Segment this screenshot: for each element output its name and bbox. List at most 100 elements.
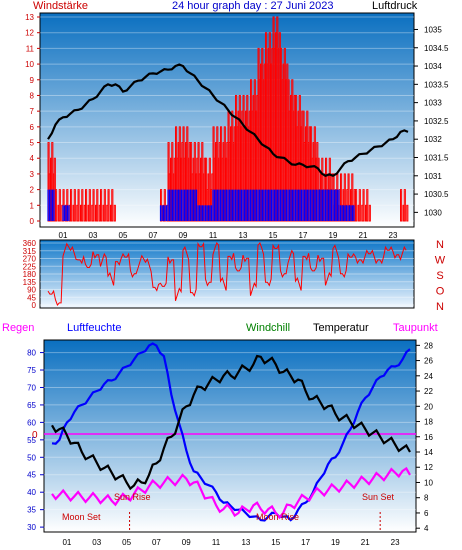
tick-label: 1032 [424, 135, 442, 144]
tick-label: 135 [23, 278, 37, 287]
compass-letter: W [435, 255, 446, 267]
legend-taupunkt: Taupunkt [393, 322, 438, 334]
tick-label: 0 [30, 217, 35, 226]
tick-label: 8 [30, 91, 35, 100]
dewpoint-line [51, 466, 411, 520]
wind-bar [88, 189, 91, 222]
x-tick-label: 23 [391, 538, 400, 547]
rain-zero-label: 0 [32, 430, 38, 441]
x-tick-label: 19 [331, 538, 340, 547]
x-tick-label: 17 [299, 231, 308, 240]
tick-label: 0 [32, 301, 37, 310]
x-tick-label: 05 [119, 231, 128, 240]
wind-bar [406, 204, 409, 222]
moon-set-label: Moon Set [62, 512, 101, 522]
tick-label: 45 [27, 471, 36, 480]
x-tick-label: 15 [271, 538, 280, 547]
tick-label: 20 [424, 402, 433, 411]
panel3-left-ticks: 30 35 40 45 50 55 60 65 70 75 80 [27, 349, 44, 532]
wind-bar [355, 189, 358, 222]
tick-label: 60 [27, 418, 36, 427]
header-right-title: Luftdruck [372, 0, 418, 12]
panel1-right-ticks: 1030 1030.5 1031 1031.5 1032 1032.5 1033 1033.5… [414, 25, 449, 217]
x-tick-label: 23 [389, 231, 398, 240]
tick-label: 5 [30, 139, 35, 148]
wind-bar [103, 189, 106, 222]
wind-bar [107, 189, 110, 222]
sun-set-label: Sun Set [362, 492, 395, 502]
tick-label: 1035 [424, 25, 442, 34]
x-tick-label: 03 [89, 231, 98, 240]
panel3-x-ticks: 01 03 05 07 09 11 13 15 17 19 21 23 [62, 538, 400, 547]
tick-label: 315 [23, 247, 37, 256]
tick-label: 6 [30, 123, 35, 132]
tick-label: 65 [27, 401, 36, 410]
tick-label: 7 [30, 107, 35, 116]
panel3-grid [44, 352, 416, 528]
tick-label: 3 [30, 170, 35, 179]
tick-label: 75 [27, 366, 36, 375]
tick-label: 14 [424, 448, 433, 457]
compass-letter: S [436, 270, 443, 282]
tick-label: 6 [424, 509, 429, 518]
tick-label: 16 [424, 433, 433, 442]
tick-label: 12 [25, 29, 34, 38]
tick-label: 28 [424, 341, 433, 350]
compass-letter: O [436, 286, 445, 298]
wind-bar [400, 189, 403, 222]
tick-label: 1030 [424, 208, 442, 217]
x-tick-label: 01 [59, 231, 68, 240]
tick-label: 225 [23, 262, 37, 271]
wind-bar [77, 189, 80, 222]
tick-label: 50 [27, 453, 36, 462]
tick-label: 30 [27, 523, 36, 532]
tick-label: 1 [30, 201, 35, 210]
tick-label: 10 [424, 478, 433, 487]
tick-label: 80 [27, 349, 36, 358]
tick-label: 180 [23, 270, 37, 279]
tick-label: 360 [23, 239, 37, 248]
wind-bar [70, 189, 73, 222]
x-tick-label: 09 [182, 538, 191, 547]
compass-letter: N [436, 301, 444, 313]
wind-bar [92, 189, 95, 222]
x-tick-label: 15 [269, 231, 278, 240]
wind-bar [366, 189, 369, 222]
wind-bar [58, 189, 61, 222]
panel1-x-ticks: 01 03 05 07 09 11 13 15 17 19 21 23 [59, 231, 398, 240]
tick-label: 1034 [424, 62, 442, 71]
x-tick-label: 19 [329, 231, 338, 240]
tick-label: 8 [424, 494, 429, 503]
wind-bar [85, 189, 88, 222]
wind-bar [73, 189, 76, 222]
tick-label: 1033 [424, 99, 442, 108]
tick-label: 11 [26, 44, 35, 53]
tick-label: 24 [424, 372, 433, 381]
legend-luftfeuchte: Luftfeuchte [67, 322, 121, 334]
x-tick-label: 03 [92, 538, 101, 547]
panel1-gust-bars [47, 189, 355, 221]
sun-rise-label: Sun Rise [114, 492, 151, 502]
tick-label: 40 [27, 488, 36, 497]
tick-label: 13 [25, 13, 34, 22]
pressure-line [47, 63, 409, 178]
moon-rise-label: Moon Rise [256, 512, 299, 522]
tick-label: 1033.5 [424, 80, 449, 89]
wind-bar [358, 189, 361, 222]
x-tick-label: 07 [149, 231, 158, 240]
wind-bar [403, 189, 406, 222]
tick-label: 55 [27, 436, 36, 445]
tick-label: 1032.5 [424, 117, 449, 126]
tick-label: 22 [424, 387, 433, 396]
wind-bar [113, 204, 116, 222]
tick-label: 1034.5 [424, 44, 449, 53]
x-tick-label: 07 [152, 538, 161, 547]
tick-label: 70 [27, 383, 36, 392]
legend-temperatur: Temperatur [313, 322, 369, 334]
humidity-line [51, 342, 411, 522]
x-tick-label: 13 [239, 231, 248, 240]
tick-label: 12 [424, 463, 433, 472]
wind-bar [111, 189, 114, 222]
